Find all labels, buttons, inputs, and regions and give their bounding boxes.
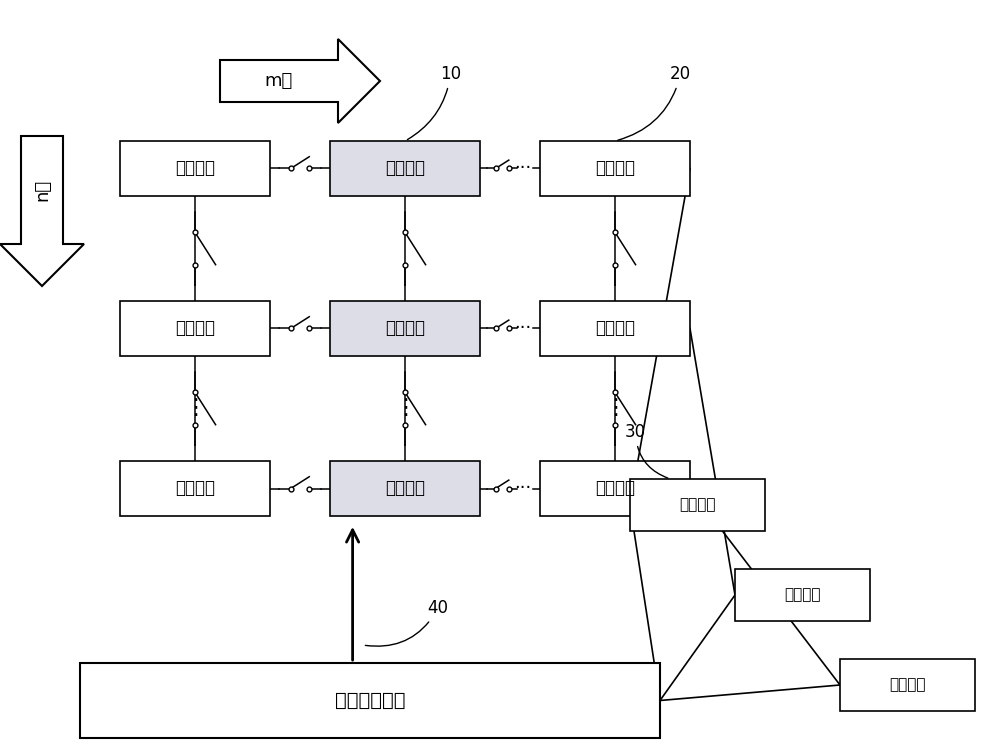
Text: 天线单元: 天线单元 <box>595 320 635 337</box>
FancyBboxPatch shape <box>330 141 480 196</box>
FancyBboxPatch shape <box>840 659 975 711</box>
Text: ···: ··· <box>515 160 532 178</box>
Text: 馈电端口: 馈电端口 <box>679 497 716 513</box>
Text: 天线单元: 天线单元 <box>595 479 635 497</box>
Text: 开关控制系统: 开关控制系统 <box>335 691 405 710</box>
Text: 10: 10 <box>407 65 461 140</box>
FancyBboxPatch shape <box>120 301 270 356</box>
Polygon shape <box>0 136 84 286</box>
FancyBboxPatch shape <box>630 479 765 531</box>
Text: 40: 40 <box>365 599 449 646</box>
Text: 馈电端口: 馈电端口 <box>784 587 821 603</box>
Text: 20: 20 <box>618 65 691 141</box>
Text: n列: n列 <box>33 179 51 201</box>
Text: 天线单元: 天线单元 <box>175 320 215 337</box>
FancyBboxPatch shape <box>735 569 870 621</box>
FancyBboxPatch shape <box>540 461 690 516</box>
Text: ⋮: ⋮ <box>184 398 206 419</box>
Text: m行: m行 <box>265 72 293 90</box>
Text: 天线单元: 天线单元 <box>595 160 635 178</box>
Text: 天线单元: 天线单元 <box>385 479 425 497</box>
Text: ⋮: ⋮ <box>394 398 416 419</box>
FancyBboxPatch shape <box>120 141 270 196</box>
FancyBboxPatch shape <box>330 461 480 516</box>
Text: 天线单元: 天线单元 <box>385 320 425 337</box>
Text: ···: ··· <box>515 320 532 337</box>
FancyBboxPatch shape <box>80 663 660 738</box>
Text: 天线单元: 天线单元 <box>175 160 215 178</box>
Text: 馈电端口: 馈电端口 <box>889 677 926 692</box>
Text: 30: 30 <box>625 423 668 478</box>
Text: ···: ··· <box>515 479 532 497</box>
Polygon shape <box>220 39 380 123</box>
Text: ⋮: ⋮ <box>604 398 626 419</box>
FancyBboxPatch shape <box>120 461 270 516</box>
FancyBboxPatch shape <box>330 301 480 356</box>
Text: 天线单元: 天线单元 <box>175 479 215 497</box>
FancyBboxPatch shape <box>540 141 690 196</box>
Text: 天线单元: 天线单元 <box>385 160 425 178</box>
FancyBboxPatch shape <box>540 301 690 356</box>
